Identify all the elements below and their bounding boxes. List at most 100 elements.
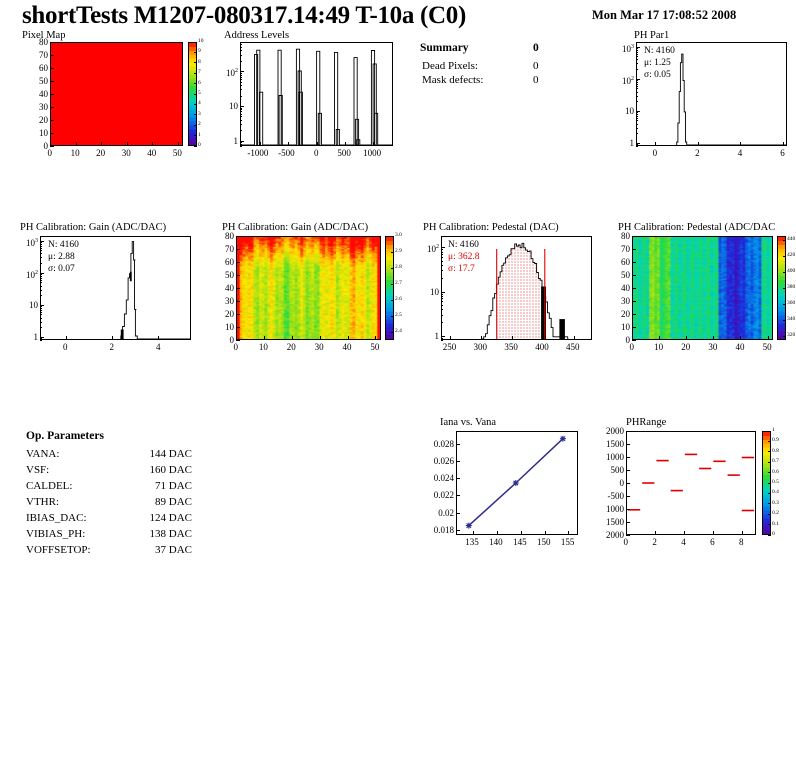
panel-ph-par1[interactable]: PH Par1 N: 4160 μ: 1.25 σ: 0.05 0 2 4 6 1 10 1… <box>612 30 796 158</box>
ph-par1-stat-sigma: σ: 0.05 <box>644 70 671 80</box>
colorbar-tick <box>194 114 197 116</box>
y-axis-tick-label: 10 <box>225 322 234 332</box>
colorbar-tick-label: 380 <box>787 284 796 290</box>
x-axis-tick-label: -500 <box>278 148 295 158</box>
y-axis-tick <box>626 444 630 445</box>
colorbar-tick <box>194 51 197 53</box>
x-axis-tick-label: 2 <box>652 537 657 547</box>
x-axis-tick-label: 40 <box>147 148 157 158</box>
y-axis-tick-label: 50 <box>39 76 48 86</box>
y-axis-tick-label: 0.024 <box>433 473 454 484</box>
x-axis-tick <box>782 142 784 146</box>
y-axis-minor-tick <box>40 247 42 249</box>
x-axis-tick-label: -1000 <box>247 148 269 158</box>
y-axis-minor-tick <box>636 80 638 82</box>
panel-pedestal-map[interactable]: PH Calibration: Pedestal (ADC/DAC 320 340… <box>608 222 796 352</box>
colorbar-tick-label: 400 <box>787 268 796 274</box>
colorbar-tick <box>391 251 394 253</box>
y-axis-tick <box>40 272 44 274</box>
colorbar-tick-label: 0 <box>198 142 201 148</box>
iana-vs-vana-plot-area <box>456 431 578 535</box>
colorbar-tick-label: 0 <box>772 531 775 537</box>
y-axis-tick <box>236 275 240 276</box>
x-axis-tick-label: 0 <box>63 342 68 352</box>
gain-map-colorbar <box>385 236 394 340</box>
colorbar-tick <box>194 83 197 85</box>
panel-iana-vs-vana[interactable]: Iana vs. Vana 135 140 145 150 155 0.018 0.02 0.… <box>418 415 598 550</box>
y-axis-tick <box>456 529 460 531</box>
y-axis-tick-label: 0 <box>229 335 235 345</box>
x-axis-tick <box>375 336 377 340</box>
colorbar-tick-label: 440 <box>787 236 796 242</box>
colorbar-tick-label: 6 <box>198 79 201 86</box>
y-axis-tick-label: 70 <box>39 50 48 60</box>
y-axis-minor-tick <box>636 63 638 65</box>
x-axis-tick <box>373 142 375 146</box>
y-axis-minor-tick <box>636 53 638 55</box>
x-axis-tick <box>626 531 627 535</box>
pedestal-hist-stat-n: N: 4160 <box>448 240 479 250</box>
y-axis-tick <box>626 483 630 484</box>
y-axis-minor-tick <box>636 81 638 83</box>
y-axis-minor-tick <box>40 295 42 297</box>
y-axis-minor-tick <box>636 146 638 147</box>
y-axis-tick-label: 103 <box>622 43 634 54</box>
x-axis-tick <box>472 531 474 535</box>
x-axis-tick <box>450 336 452 340</box>
y-axis-tick <box>441 291 445 293</box>
x-axis-tick-label: 40 <box>735 342 745 352</box>
panel-ph-range[interactable]: PHRange 0 0.1 0.2 0.3 0.4 0.5 0.6 0.7 0.8 0.9 1 0 2 4… <box>600 415 796 550</box>
mask-defects-value: 0 <box>533 74 539 86</box>
y-axis-minor-tick <box>240 109 242 111</box>
y-axis-tick <box>236 327 240 328</box>
colorbar-tick-label: 2.7 <box>395 280 402 286</box>
colorbar-tick <box>783 335 786 337</box>
panel-gain-histogram[interactable]: PH Calibration: Gain (ADC/DAC) N: 4160 μ… <box>16 222 206 352</box>
y-axis-tick-label: 0.022 <box>433 490 454 501</box>
colorbar-tick <box>768 492 771 494</box>
y-axis-minor-tick <box>636 101 638 103</box>
op-parameter-value: 124 DAC <box>149 512 192 524</box>
y-axis-tick <box>50 146 54 147</box>
x-axis-tick-label: 10 <box>654 342 664 352</box>
colorbar-tick <box>783 319 786 321</box>
pedestal-hist-plot-area <box>441 236 592 340</box>
y-axis-tick-label: 20 <box>39 115 48 125</box>
panel-gain-map[interactable]: PH Calibration: Gain (ADC/DAC) 2.4 2.5 2.6… <box>210 222 402 352</box>
summary-heading-value: 0 <box>533 42 539 54</box>
y-axis-minor-tick <box>441 249 443 251</box>
y-axis-minor-tick <box>40 242 42 244</box>
colorbar-tick-label: 320 <box>787 332 796 338</box>
y-axis-minor-tick <box>441 260 443 262</box>
y-axis-tick-label: 60 <box>39 63 48 73</box>
y-axis-minor-tick <box>40 279 42 281</box>
pedestal-map-plot-area <box>632 236 773 340</box>
colorbar-tick-label: 0.4 <box>772 489 779 496</box>
x-axis-tick <box>740 142 742 146</box>
y-axis-tick <box>632 249 636 250</box>
op-parameter-value: 160 DAC <box>149 464 192 476</box>
y-axis-tick <box>240 140 244 142</box>
x-axis-tick-label: 8 <box>739 537 744 547</box>
panel-pixel-map[interactable]: Pixel Map 0 1 2 3 4 5 6 7 8 9 10 0 10 20 30 40 50 0 10 20 30… <box>22 30 204 158</box>
colorbar-tick <box>768 482 771 484</box>
y-axis-tick <box>236 288 240 289</box>
panel-address-levels[interactable]: Address Levels -1000 -500 0 500 1000 1 10 102 <box>210 30 400 158</box>
x-axis-tick <box>112 336 113 340</box>
x-axis-tick-label: 6 <box>780 148 785 158</box>
x-axis-tick <box>177 142 179 146</box>
y-axis-minor-tick <box>441 264 443 266</box>
y-axis-tick <box>50 107 54 108</box>
y-axis-tick-label: 10 <box>625 105 634 116</box>
panel-pedestal-histogram[interactable]: PH Calibration: Pedestal (DAC) N: 4160 μ… <box>415 222 610 352</box>
y-axis-tick <box>50 42 54 43</box>
x-axis-tick <box>544 531 546 535</box>
y-axis-minor-tick <box>636 133 638 135</box>
x-axis-tick-label: 30 <box>314 342 324 352</box>
x-axis-tick-label: 10 <box>70 148 80 158</box>
y-axis-minor-tick <box>40 289 42 291</box>
colorbar-tick-label: 0.2 <box>772 510 779 517</box>
y-axis-minor-tick <box>40 277 42 279</box>
y-axis-tick <box>441 247 445 249</box>
y-axis-minor-tick <box>40 275 42 277</box>
